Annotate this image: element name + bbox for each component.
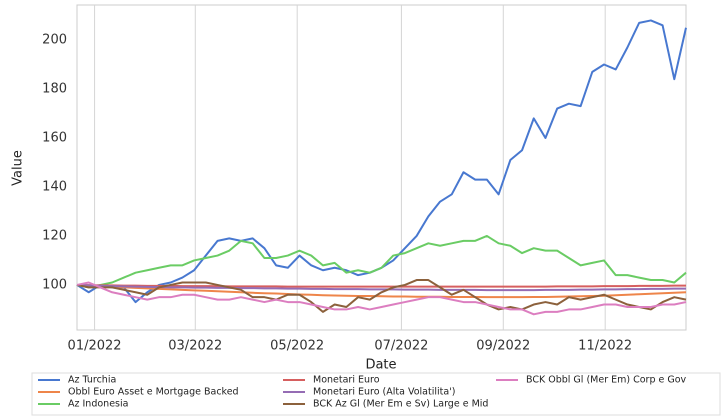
legend-label: Obbl Euro Asset e Mortgage Backed (68, 387, 239, 398)
y-axis-label: Value (11, 150, 26, 186)
series-line (76, 234, 687, 289)
x-tick-label: 01/2022 (68, 339, 122, 354)
legend-label: BCK Az Gl (Mer Em e Sv) Large e Mid (313, 399, 488, 410)
x-axis-label: Date (365, 358, 396, 373)
x-tick-label: 05/2022 (270, 339, 324, 354)
y-tick-label: 120 (42, 228, 67, 243)
x-tick-label: 03/2022 (168, 339, 222, 354)
series-line (76, 283, 686, 288)
x-tick-label: 07/2022 (374, 339, 428, 354)
series-line (76, 283, 686, 292)
plot-area (76, 4, 687, 331)
series-line (76, 281, 687, 316)
series-line (76, 283, 687, 299)
legend-label: BCK Obbl Gl (Mer Em) Corp e Gov (526, 375, 687, 386)
series-line (76, 279, 687, 313)
y-tick-label: 180 (42, 82, 67, 97)
y-tick-label: 200 (42, 33, 67, 48)
y-tick-label: 160 (42, 130, 67, 145)
legend-label: Monetari Euro (313, 375, 380, 386)
y-tick-label: 140 (42, 179, 67, 194)
legend-label: Az Indonesia (68, 399, 128, 410)
y-tick-label: 100 (42, 277, 67, 292)
legend-label: Az Turchia (68, 375, 116, 386)
legend-label: Monetari Euro (Alta Volatilita') (313, 387, 456, 398)
legend-box (31, 372, 721, 416)
x-tick-label: 11/2022 (578, 339, 632, 354)
x-tick-label: 09/2022 (476, 339, 530, 354)
